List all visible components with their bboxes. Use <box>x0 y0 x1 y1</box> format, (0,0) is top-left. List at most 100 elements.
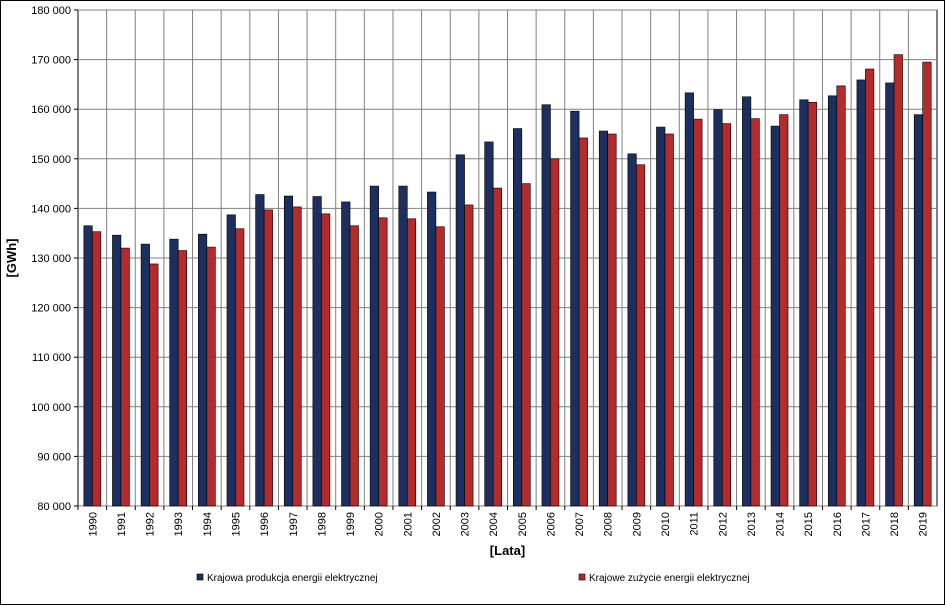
bar-production <box>341 201 351 507</box>
x-tick-label: 2010 <box>660 512 672 536</box>
bar-consumption <box>263 209 273 507</box>
x-tick-label: 2017 <box>860 512 872 536</box>
bar-consumption <box>836 85 846 507</box>
bar-consumption <box>550 158 560 507</box>
y-tick-label: 180 000 <box>31 5 71 17</box>
x-tick-label: 2004 <box>488 512 500 536</box>
bar-consumption <box>206 246 216 507</box>
x-tick-label: 2015 <box>803 512 815 536</box>
x-tick-label: 1991 <box>116 512 128 536</box>
y-tick-label: 170 000 <box>31 55 71 67</box>
legend-swatch-production <box>196 573 204 581</box>
legend: Krajowa produkcja energii elektrycznej Kr… <box>196 573 750 584</box>
x-tick-label: 1996 <box>259 512 271 536</box>
x-tick-label: 2002 <box>431 512 443 536</box>
x-tick-label: 2008 <box>603 512 615 536</box>
y-tick-label: 140 000 <box>31 203 71 215</box>
bar-production <box>169 238 179 507</box>
bar-production <box>283 195 294 507</box>
x-tick-label: 2016 <box>832 512 844 536</box>
bar-production <box>799 99 809 507</box>
legend-label-consumption: Krajowe zużycie energii elektrycznej <box>589 573 750 584</box>
x-tick-label: 2005 <box>517 512 529 536</box>
y-axis-ticks: 80 000 90 000 100 000 110 000 120 000 130 000… <box>31 5 78 513</box>
bar-production <box>369 185 379 507</box>
bar-production <box>226 214 236 507</box>
bar-consumption <box>492 187 502 507</box>
bar-production <box>770 125 780 507</box>
legend-swatch-consumption <box>578 573 586 581</box>
bar-production <box>541 104 551 507</box>
x-tick-label: 2007 <box>574 512 586 536</box>
bar-consumption <box>865 68 875 507</box>
y-tick-label: 110 000 <box>32 352 71 364</box>
bar-consumption <box>750 118 760 507</box>
x-tick-label: 2009 <box>631 512 643 536</box>
bar-production <box>856 79 866 507</box>
bar-consumption <box>893 54 903 507</box>
bar-consumption <box>721 123 732 507</box>
bar-production <box>83 225 93 507</box>
y-tick-label: 90 000 <box>37 451 71 463</box>
x-tick-label: 1999 <box>345 512 357 536</box>
x-tick-label: 2018 <box>889 512 901 536</box>
y-axis-title: [GWh] <box>4 239 19 278</box>
bar-consumption <box>779 114 789 507</box>
bar-production <box>684 92 694 507</box>
y-tick-label: 160 000 <box>31 104 71 116</box>
bar-consumption <box>349 225 359 507</box>
bar-production <box>742 96 752 507</box>
x-tick-label: 2006 <box>545 512 557 536</box>
x-tick-label: 2019 <box>918 512 930 536</box>
bar-production <box>570 110 580 507</box>
bars-group <box>83 54 932 507</box>
bar-consumption <box>149 263 159 507</box>
bar-production <box>255 194 265 507</box>
bar-consumption <box>807 101 817 507</box>
bar-consumption <box>92 231 102 507</box>
bar-production <box>885 82 895 507</box>
bar-consumption <box>406 218 417 507</box>
bar-consumption <box>922 61 932 507</box>
bar-consumption <box>435 226 445 507</box>
bar-production <box>598 130 609 507</box>
bar-production <box>827 95 838 507</box>
x-tick-label: 2011 <box>689 512 701 536</box>
y-tick-label: 100 000 <box>31 402 71 414</box>
x-tick-label: 2012 <box>717 512 729 536</box>
x-tick-label: 1997 <box>288 512 300 536</box>
bar-consumption <box>378 217 388 507</box>
x-tick-label: 2001 <box>402 512 414 536</box>
y-tick-label: 80 000 <box>37 501 71 513</box>
bar-production <box>484 141 494 507</box>
x-tick-label: 2014 <box>775 512 787 536</box>
bar-production <box>427 191 437 507</box>
bar-consumption <box>464 204 474 507</box>
bar-consumption <box>607 133 617 507</box>
bar-production <box>713 109 723 507</box>
bar-production <box>913 114 923 507</box>
bar-consumption <box>120 247 130 507</box>
bar-consumption <box>664 133 674 507</box>
bar-consumption <box>292 206 302 507</box>
y-tick-label: 150 000 <box>31 154 71 166</box>
bar-production <box>112 234 122 507</box>
x-axis-title: [Lata] <box>490 543 525 558</box>
x-tick-label: 2000 <box>374 512 386 536</box>
y-tick-label: 130 000 <box>31 253 71 265</box>
bar-production <box>627 153 637 507</box>
bar-consumption <box>321 213 331 507</box>
x-tick-label: 1990 <box>87 512 99 536</box>
x-tick-label: 2003 <box>460 512 472 536</box>
bar-production <box>656 126 666 507</box>
bar-consumption <box>521 183 531 507</box>
bar-consumption <box>578 137 588 507</box>
x-tick-label: 1992 <box>145 512 157 536</box>
x-axis-ticks: 1990 1991 1992 1993 1994 1995 1996 1997 1998 1999… <box>77 506 930 536</box>
y-tick-label: 120 000 <box>31 303 71 315</box>
bar-consumption <box>235 228 245 507</box>
bar-production <box>513 128 523 507</box>
x-tick-label: 1994 <box>202 512 214 536</box>
